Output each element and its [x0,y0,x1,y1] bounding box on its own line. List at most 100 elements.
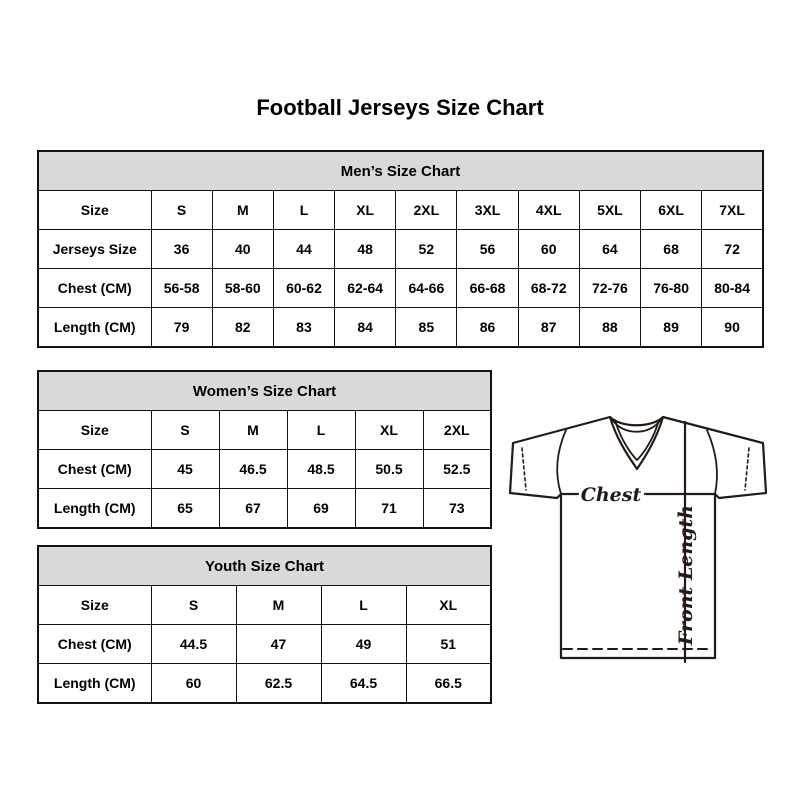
row-label-cell: Chest (CM) [37,624,152,664]
value-cell: 36 [150,229,213,269]
value-cell: 62-64 [334,268,397,308]
row-label-cell: Chest (CM) [37,268,152,308]
value-cell: 64.5 [320,663,407,704]
table-row: Jerseys Size 36 40 44 48 52 56 60 64 68 72 [37,229,764,269]
value-cell: 52.5 [422,449,492,489]
value-cell: 51 [405,624,492,664]
row-label-cell: Size [37,190,152,230]
value-cell: M [218,410,288,450]
value-cell: 90 [701,307,764,348]
jersey-diagram-svg: Chest Front Length [508,415,768,664]
row-label-cell: Chest (CM) [37,449,152,489]
value-cell: 50.5 [354,449,424,489]
value-cell: L [320,585,407,625]
value-cell: XL [405,585,492,625]
value-cell: L [272,190,336,230]
value-cell: 44 [272,229,336,269]
men-table-title: Men’s Size Chart [37,150,764,191]
value-cell: 71 [354,488,424,529]
table-row: Length (CM) 79 82 83 84 85 86 87 88 89 90 [37,307,764,348]
value-cell: 65 [150,488,220,529]
men-header-row: Men’s Size Chart [37,150,764,191]
value-cell: L [286,410,356,450]
table-row: Size S M L XL 2XL 3XL 4XL 5XL 6XL 7XL [37,190,764,230]
value-cell: S [150,410,220,450]
table-row: Chest (CM) 44.5 47 49 51 [37,624,492,664]
row-label-cell: Length (CM) [37,307,152,348]
value-cell: 60 [150,663,237,704]
left-sleeve-seam [556,429,567,495]
value-cell: 66.5 [405,663,492,704]
table-row: Size S M L XL 2XL [37,410,492,450]
value-cell: 85 [395,307,458,348]
value-cell: 72-76 [578,268,642,308]
value-cell: 7XL [701,190,764,230]
womens-size-table: Women’s Size Chart Size S M L XL 2XL Chest (CM)… [37,370,492,529]
value-cell: 49 [320,624,407,664]
value-cell: XL [334,190,397,230]
value-cell: 60-62 [272,268,336,308]
right-cuff-stitch-line [744,447,750,491]
collar-back-line [611,418,662,433]
value-cell: 46.5 [218,449,288,489]
value-cell: 64-66 [395,268,458,308]
value-cell: 60 [517,229,580,269]
value-cell: 86 [456,307,519,348]
value-cell: 48.5 [286,449,356,489]
jersey-outline [508,415,768,660]
value-cell: 84 [334,307,397,348]
chest-label: Chest [581,484,642,506]
table-row: Size S M L XL [37,585,492,625]
row-label-cell: Jerseys Size [37,229,152,269]
table-row: Chest (CM) 56-58 58-60 60-62 62-64 64-66 66-68… [37,268,764,308]
mens-size-table: Men’s Size Chart Size S M L XL 2XL 3XL 4XL 5XL 6XL… [37,150,764,348]
value-cell: 82 [211,307,274,348]
left-cuff-stitch-line [521,447,527,491]
value-cell: 44.5 [150,624,237,664]
value-cell: 5XL [578,190,642,230]
value-cell: 3XL [456,190,519,230]
collar-outer-line [608,415,665,471]
value-cell: 47 [235,624,322,664]
value-cell: 83 [272,307,336,348]
right-sleeve-seam [706,429,718,495]
page-title: Football Jerseys Size Chart [256,95,544,120]
value-cell: 69 [286,488,356,529]
collar-inner-line [614,419,660,461]
value-cell: 58-60 [211,268,274,308]
value-cell: M [211,190,274,230]
youth-size-table: Youth Size Chart Size S M L XL Chest (CM) 44.5 4… [37,545,492,704]
row-label-cell: Size [37,585,152,625]
value-cell: 45 [150,449,220,489]
value-cell: S [150,190,213,230]
row-label-cell: Length (CM) [37,488,152,529]
value-cell: 64 [578,229,642,269]
value-cell: 72 [701,229,764,269]
value-cell: 56 [456,229,519,269]
table-row: Chest (CM) 45 46.5 48.5 50.5 52.5 [37,449,492,489]
value-cell: 2XL [395,190,458,230]
value-cell: 6XL [639,190,703,230]
value-cell: M [235,585,322,625]
table-row: Length (CM) 65 67 69 71 73 [37,488,492,529]
value-cell: 88 [578,307,642,348]
row-label-cell: Size [37,410,152,450]
youth-header-row: Youth Size Chart [37,545,492,586]
value-cell: 87 [517,307,580,348]
women-header-row: Women’s Size Chart [37,370,492,411]
value-cell: XL [354,410,424,450]
value-cell: 48 [334,229,397,269]
value-cell: 62.5 [235,663,322,704]
women-table-title: Women’s Size Chart [37,370,492,411]
value-cell: 80-84 [701,268,764,308]
value-cell: 66-68 [456,268,519,308]
value-cell: 4XL [517,190,580,230]
value-cell: 73 [422,488,492,529]
youth-table-title: Youth Size Chart [37,545,492,586]
value-cell: 76-80 [639,268,703,308]
table-row: Length (CM) 60 62.5 64.5 66.5 [37,663,492,704]
value-cell: S [150,585,237,625]
value-cell: 56-58 [150,268,213,308]
value-cell: 79 [150,307,213,348]
